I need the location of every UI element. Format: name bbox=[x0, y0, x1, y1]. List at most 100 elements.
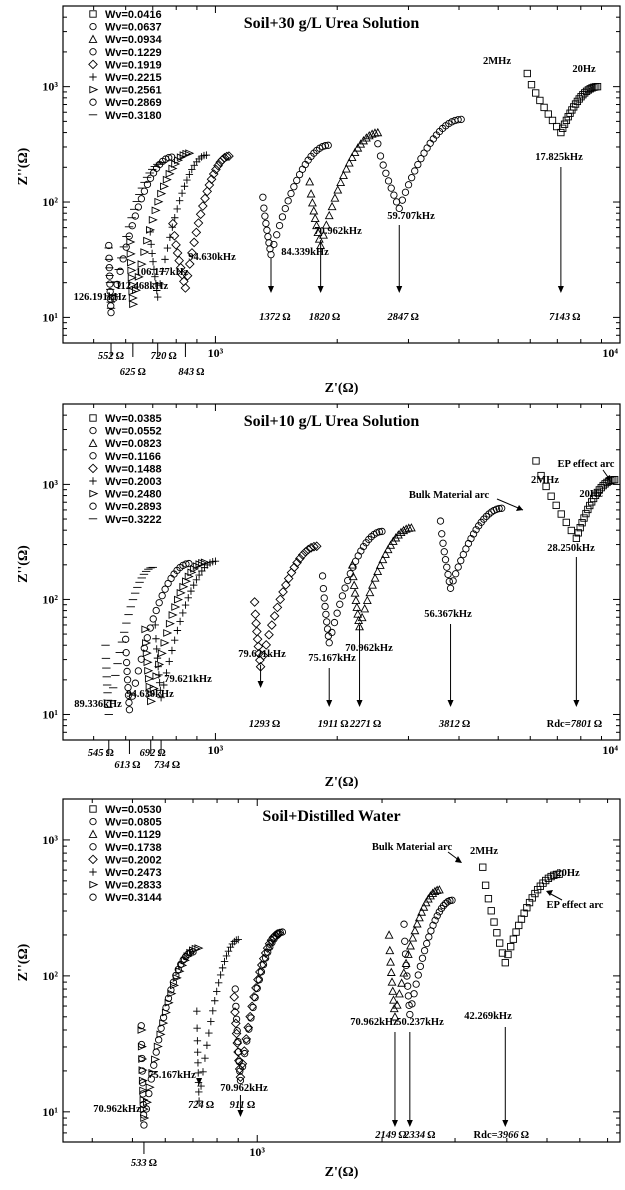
data-point bbox=[221, 151, 232, 162]
data-point bbox=[593, 488, 602, 497]
data-point bbox=[367, 533, 376, 541]
data-point bbox=[324, 141, 332, 149]
data-point bbox=[426, 139, 434, 147]
data-point bbox=[588, 84, 596, 92]
data-point bbox=[116, 267, 124, 275]
data-point bbox=[201, 1054, 209, 1062]
data-point bbox=[171, 603, 181, 611]
data-point bbox=[406, 1010, 414, 1019]
data-point bbox=[231, 1028, 242, 1039]
legend-label: Wv=0.2002 bbox=[105, 854, 162, 866]
data-point bbox=[324, 210, 334, 220]
legend-marker bbox=[89, 502, 97, 510]
data-point bbox=[150, 265, 158, 274]
data-point bbox=[573, 97, 582, 106]
data-point bbox=[249, 992, 259, 1002]
data-point bbox=[189, 237, 199, 248]
data-point bbox=[189, 581, 198, 589]
data-point bbox=[431, 916, 439, 924]
data-point bbox=[353, 609, 363, 618]
legend-label: Wv=0.2215 bbox=[105, 72, 162, 84]
data-point bbox=[386, 967, 396, 976]
data-point bbox=[180, 182, 189, 190]
data-point bbox=[138, 1054, 146, 1063]
data-point bbox=[106, 280, 114, 288]
data-point bbox=[156, 686, 165, 695]
data-point bbox=[512, 928, 520, 936]
data-point bbox=[184, 594, 192, 602]
frequency-label: 70.962kHz bbox=[93, 1104, 141, 1115]
data-point bbox=[253, 974, 263, 985]
data-point bbox=[412, 980, 420, 988]
data-point bbox=[185, 149, 195, 158]
data-point bbox=[146, 174, 155, 182]
data-point bbox=[143, 658, 153, 667]
data-point bbox=[137, 1042, 147, 1051]
data-point bbox=[190, 565, 200, 573]
data-point bbox=[495, 504, 503, 513]
data-point bbox=[552, 501, 560, 510]
data-point bbox=[411, 167, 419, 175]
data-point bbox=[275, 594, 286, 605]
data-point bbox=[187, 587, 195, 595]
data-point bbox=[165, 657, 173, 666]
data-point bbox=[192, 562, 202, 571]
annotation-arrow-head bbox=[237, 1110, 244, 1117]
data-point bbox=[218, 964, 227, 972]
y-tick-label: 10² bbox=[42, 592, 58, 606]
ep-effect-label: EP effect arc bbox=[547, 900, 604, 911]
data-point bbox=[146, 624, 154, 632]
data-point bbox=[152, 672, 162, 681]
data-point bbox=[557, 510, 565, 518]
data-point bbox=[153, 645, 161, 653]
data-point bbox=[438, 530, 446, 538]
data-point bbox=[347, 152, 357, 161]
data-point bbox=[198, 558, 208, 567]
data-point bbox=[485, 510, 493, 518]
data-point bbox=[128, 692, 137, 700]
legend-label: Wv=0.2893 bbox=[105, 501, 162, 513]
data-point bbox=[268, 932, 279, 943]
data-point bbox=[157, 1024, 165, 1032]
data-point bbox=[119, 255, 127, 263]
data-point bbox=[323, 625, 332, 633]
data-point bbox=[328, 628, 336, 637]
data-point bbox=[520, 909, 528, 917]
data-point bbox=[162, 669, 171, 677]
x-tick-label: 10³ bbox=[249, 1145, 265, 1159]
data-point bbox=[311, 541, 322, 552]
data-point bbox=[156, 280, 164, 288]
rdc-label: 7143 Ω bbox=[549, 312, 580, 323]
data-point bbox=[175, 967, 185, 976]
legend-marker bbox=[89, 817, 97, 826]
data-point bbox=[610, 475, 619, 484]
data-point bbox=[407, 174, 416, 182]
data-point bbox=[378, 554, 388, 564]
data-point bbox=[481, 881, 490, 889]
legend-label: Wv=0.2561 bbox=[105, 85, 162, 97]
data-point bbox=[417, 155, 425, 163]
data-point bbox=[230, 1007, 240, 1017]
data-point bbox=[509, 935, 518, 943]
data-point bbox=[171, 160, 181, 168]
data-point bbox=[578, 519, 586, 527]
legend-label: Wv=0.1166 bbox=[105, 451, 161, 463]
plot-frame bbox=[62, 798, 621, 1143]
rdc-label: 1820 Ω bbox=[309, 312, 340, 323]
data-point bbox=[176, 617, 184, 626]
data-point bbox=[137, 655, 145, 663]
data-point bbox=[188, 165, 196, 174]
data-point bbox=[211, 557, 220, 565]
data-point bbox=[273, 231, 281, 239]
data-point bbox=[162, 1003, 170, 1012]
ep-pointer bbox=[548, 892, 563, 901]
data-point bbox=[297, 550, 308, 560]
data-point bbox=[401, 524, 411, 533]
series-wv0.1919 bbox=[168, 151, 234, 293]
data-point bbox=[249, 597, 260, 607]
data-point bbox=[400, 920, 408, 928]
legend-label: Wv=0.2003 bbox=[105, 476, 162, 488]
data-point bbox=[349, 580, 359, 589]
data-point bbox=[168, 153, 176, 161]
data-point bbox=[211, 164, 221, 175]
